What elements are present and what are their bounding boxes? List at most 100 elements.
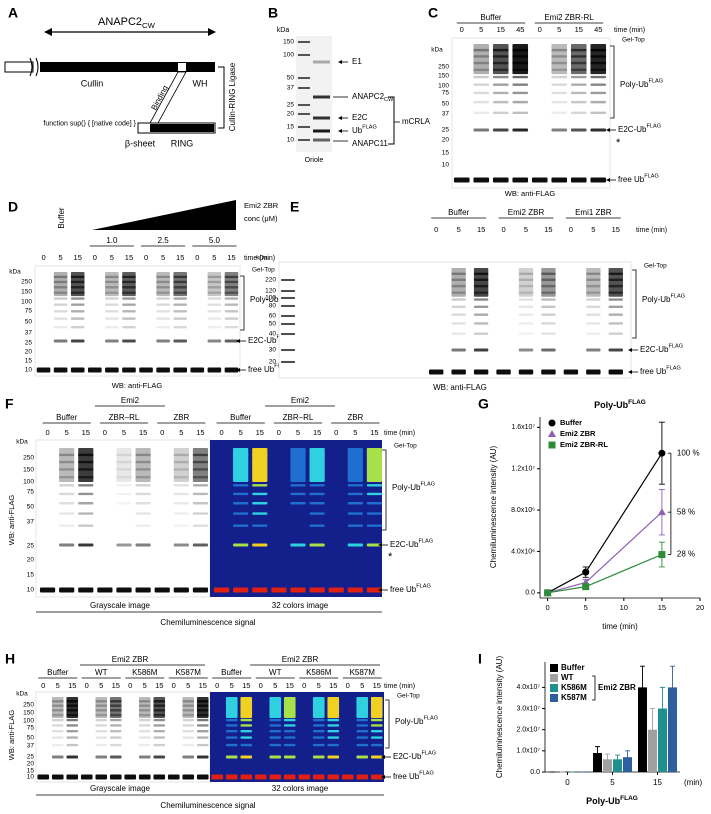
band	[51, 774, 64, 780]
band	[66, 736, 79, 739]
panel-letter: H	[5, 651, 15, 667]
label: Emi2 ZBR	[112, 655, 149, 664]
bracket	[388, 96, 395, 145]
label: Cullin-RING Ligase	[228, 62, 237, 131]
point	[658, 551, 666, 559]
label-sup: FLAG	[421, 751, 436, 757]
time-label: 5	[186, 681, 190, 690]
marker-label: 50	[27, 735, 35, 742]
band	[173, 339, 188, 343]
band	[269, 774, 282, 780]
band	[492, 75, 509, 79]
arrow-head	[338, 129, 342, 133]
band	[541, 369, 556, 375]
band	[518, 369, 534, 375]
label-sup: FLAG	[418, 539, 433, 545]
band	[590, 44, 607, 75]
band	[551, 48, 568, 52]
legend-marker	[548, 430, 556, 437]
band	[116, 502, 132, 505]
band	[451, 268, 466, 297]
band	[51, 713, 64, 717]
time-label: 15	[196, 428, 204, 437]
band	[105, 297, 119, 300]
band	[570, 128, 587, 132]
a-anapc2: ANAPC2CW	[98, 16, 156, 30]
marker-label: 150	[21, 289, 32, 296]
panel-letter: A	[8, 5, 18, 21]
band	[473, 305, 489, 309]
band	[608, 305, 623, 309]
band	[290, 543, 306, 547]
band	[570, 100, 587, 104]
band	[109, 697, 122, 718]
band	[192, 512, 209, 515]
band	[80, 774, 93, 780]
x-tick-label: 15	[653, 778, 662, 787]
band	[551, 91, 568, 95]
band	[451, 278, 466, 282]
bracket	[385, 699, 390, 749]
marker-label: 50	[269, 321, 277, 328]
band	[283, 743, 296, 747]
band	[327, 718, 340, 722]
label: kDa	[16, 691, 28, 698]
time-label: 15	[74, 253, 82, 262]
band	[233, 484, 249, 487]
time-label: 5	[557, 25, 561, 34]
band	[347, 524, 363, 527]
bar	[638, 687, 647, 772]
band	[312, 718, 325, 722]
band	[473, 61, 490, 65]
band	[173, 453, 189, 457]
band	[453, 177, 470, 183]
band	[473, 268, 489, 297]
band	[283, 697, 296, 718]
e2c-label: E2C-UbFLAG	[640, 344, 683, 354]
band	[156, 272, 170, 297]
band	[95, 700, 108, 703]
band	[173, 524, 189, 527]
legend-marker	[548, 419, 556, 427]
time-label: 0	[195, 253, 199, 262]
y-tick-label: 1.0x10⁷	[516, 748, 540, 755]
band	[356, 755, 369, 759]
band	[283, 774, 296, 780]
band	[280, 315, 296, 317]
arrow-head	[236, 339, 240, 343]
band	[283, 736, 296, 739]
band	[182, 704, 195, 707]
band	[109, 774, 122, 780]
band	[53, 339, 68, 343]
label: WB: anti-FLAG	[505, 189, 556, 198]
band	[473, 83, 490, 86]
time-label: 15	[139, 428, 147, 437]
band	[116, 460, 132, 464]
band	[280, 290, 296, 292]
time-label: 0	[160, 428, 164, 437]
band	[224, 291, 239, 294]
band	[182, 774, 195, 780]
band	[290, 587, 306, 593]
band	[173, 460, 189, 464]
band	[192, 502, 209, 505]
band	[196, 718, 209, 722]
band	[66, 724, 79, 727]
label-main: ANAPC2	[98, 16, 142, 28]
band	[105, 303, 119, 306]
band	[138, 736, 151, 739]
band	[271, 587, 287, 593]
stain-lane	[296, 36, 332, 152]
band	[59, 460, 75, 464]
marker-label: 20	[287, 111, 295, 118]
time-label: 5	[56, 681, 60, 690]
band	[78, 543, 94, 547]
band	[551, 55, 568, 58]
marker-label: 250	[438, 64, 449, 71]
band	[473, 44, 490, 75]
band	[116, 453, 132, 457]
band	[518, 278, 534, 282]
label: Grayscale image	[90, 601, 151, 610]
band	[347, 587, 363, 593]
band	[78, 502, 94, 505]
